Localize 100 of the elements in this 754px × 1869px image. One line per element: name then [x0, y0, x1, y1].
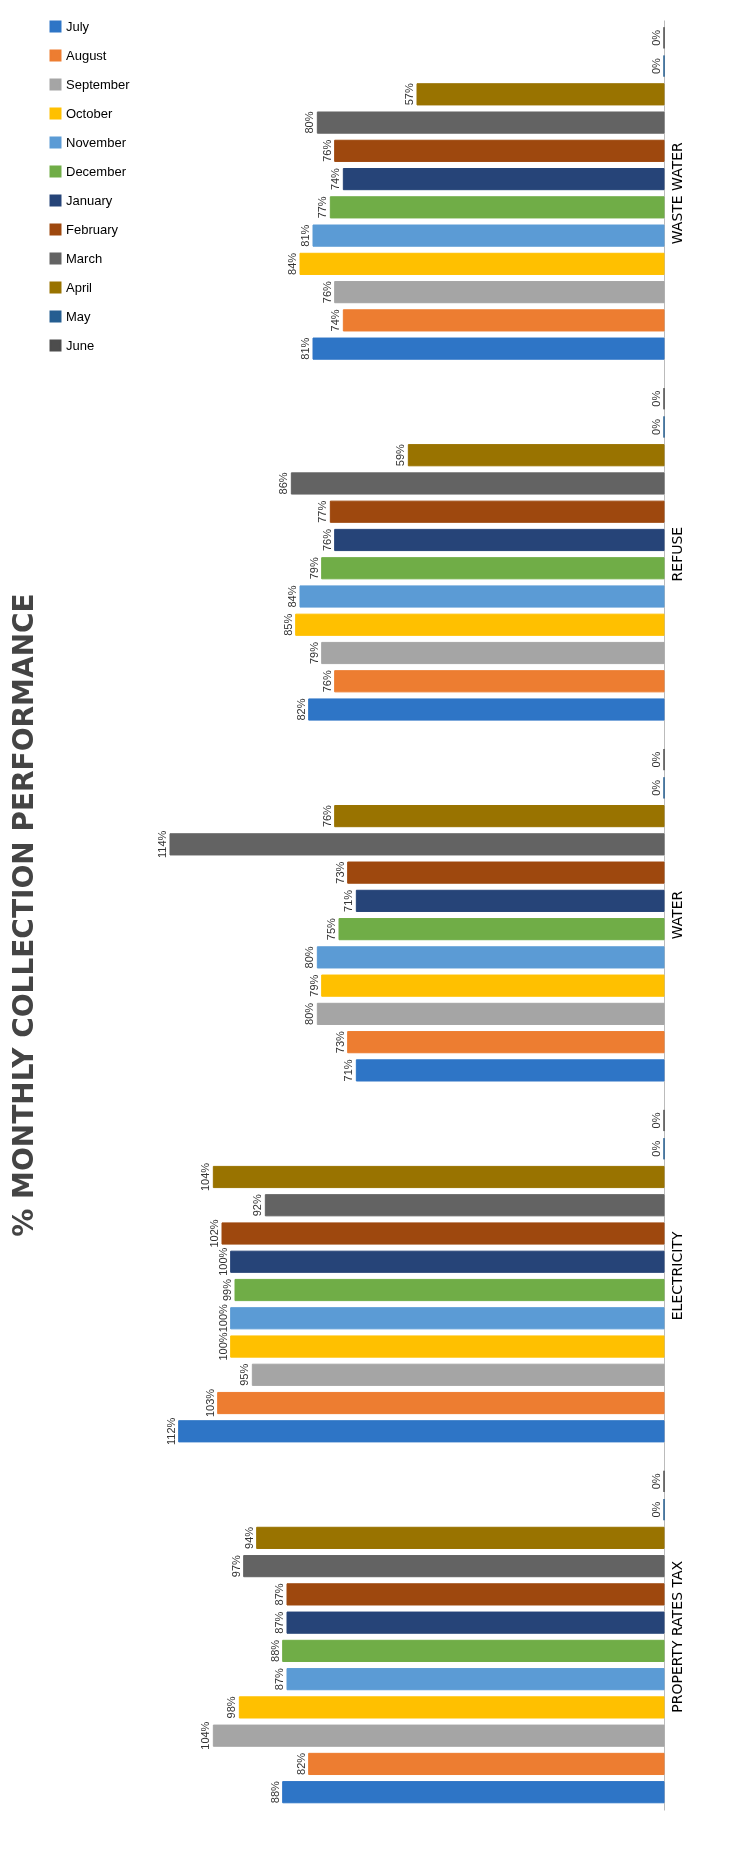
bar: [338, 918, 665, 941]
data-label: 76%: [320, 804, 333, 828]
bar: [295, 613, 665, 636]
bar: [316, 1002, 665, 1025]
data-label: 84%: [286, 585, 298, 608]
data-label: 0%: [650, 779, 662, 796]
data-label: 81%: [299, 224, 311, 247]
bar: [299, 252, 665, 275]
data-label: 102%: [208, 1219, 220, 1248]
legend-label: October: [66, 105, 113, 121]
bar: [178, 1420, 665, 1443]
text: % MONTHLY COLLECTION PERFORMANCE: [7, 593, 40, 1237]
data-label: 71%: [342, 1059, 355, 1082]
bar: [256, 1526, 665, 1549]
data-label: 0%: [650, 29, 662, 46]
data-label: 76%: [320, 670, 333, 693]
bar: [334, 139, 665, 162]
bar: [308, 1752, 665, 1776]
data-label: 104%: [199, 1162, 212, 1192]
bar: [230, 1250, 665, 1273]
bar: [282, 1639, 665, 1662]
data-label: 0%: [650, 390, 662, 407]
data-label: 79%: [307, 641, 320, 665]
data-label: 77%: [316, 500, 329, 523]
bar: [251, 1363, 665, 1386]
data-label: 76%: [320, 528, 333, 551]
data-label: 73%: [333, 861, 346, 884]
bar: [286, 1611, 665, 1634]
bar: [334, 528, 665, 552]
data-label: 74%: [329, 309, 342, 332]
bar: [234, 1278, 665, 1302]
data-label: 0%: [650, 1501, 662, 1518]
data-label: 0%: [650, 1473, 662, 1490]
data-label: 104%: [199, 1721, 212, 1750]
bar: [316, 111, 665, 134]
bar: [321, 974, 665, 997]
data-label: 0%: [650, 751, 662, 768]
data-label: 81%: [299, 337, 311, 360]
bar: [217, 1391, 665, 1415]
bar: [329, 500, 665, 523]
data-label: 74%: [329, 167, 342, 191]
bar: [299, 585, 665, 608]
legend-label: February: [66, 221, 119, 237]
bar: [221, 1222, 665, 1245]
bar: [282, 1781, 665, 1804]
data-label: 114%: [156, 830, 168, 859]
data-label: 88%: [268, 1780, 281, 1804]
legend-label: January: [66, 192, 113, 208]
data-label: 79%: [307, 557, 320, 580]
legend-label: December: [66, 163, 127, 179]
data-label: 80%: [303, 1002, 316, 1025]
legend-label: August: [66, 47, 107, 63]
bar: [347, 861, 665, 884]
legend-label: July: [66, 18, 90, 34]
data-label: 100%: [216, 1303, 229, 1333]
bar: [347, 1031, 665, 1054]
bar: [212, 1165, 665, 1189]
bar: [230, 1307, 665, 1330]
bar: [290, 472, 665, 495]
data-label: 0%: [650, 1140, 662, 1157]
data-label: 76%: [320, 139, 333, 162]
bar: [312, 337, 665, 360]
bar: [316, 946, 665, 969]
y-tick-label: WASTE WATER: [668, 141, 685, 245]
data-label: 100%: [216, 1332, 229, 1361]
legend-label: April: [66, 279, 93, 295]
legend-label: September: [66, 76, 131, 92]
bar: [308, 698, 665, 721]
data-label: 84%: [286, 252, 298, 275]
bar: [355, 889, 665, 912]
data-label: 85%: [281, 613, 294, 636]
bar: [286, 1668, 665, 1691]
data-label: 99%: [221, 1278, 233, 1302]
data-label: 87%: [273, 1583, 285, 1606]
data-label: 71%: [342, 889, 355, 912]
data-label: 98%: [225, 1696, 238, 1719]
legend-label: November: [66, 134, 127, 150]
data-label: 77%: [316, 196, 329, 219]
data-label: 0%: [650, 1112, 662, 1129]
bar: [416, 83, 665, 106]
bar: [321, 641, 665, 665]
bar: [243, 1555, 665, 1578]
data-label: 75%: [325, 917, 337, 941]
bar: [230, 1335, 665, 1358]
data-label: 86%: [277, 472, 290, 495]
data-label: 95%: [238, 1363, 251, 1386]
data-label: 73%: [333, 1030, 346, 1054]
data-label: 103%: [203, 1388, 216, 1418]
bar: [334, 281, 665, 304]
data-label: 92%: [251, 1194, 264, 1217]
data-label: 94%: [242, 1526, 255, 1549]
bar: [264, 1194, 665, 1217]
data-label: 80%: [303, 946, 316, 969]
bar: [355, 1059, 665, 1082]
y-tick-label: REFUSE: [668, 526, 685, 582]
y-tick-label: ELECTRICITY: [668, 1231, 685, 1321]
bar: [286, 1583, 665, 1606]
bar: [342, 309, 665, 332]
legend-label: March: [66, 250, 103, 266]
y-tick-label: WATER: [668, 890, 685, 940]
